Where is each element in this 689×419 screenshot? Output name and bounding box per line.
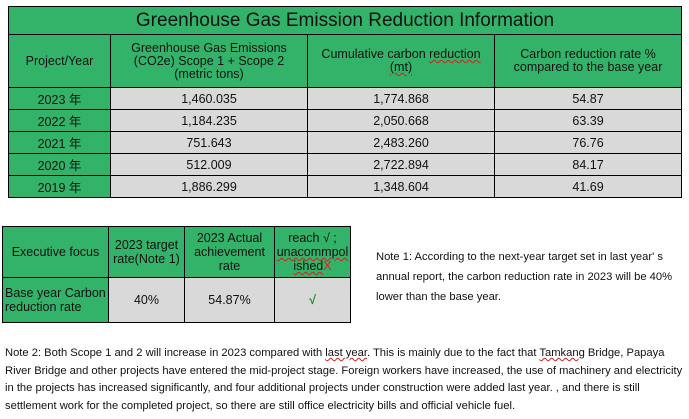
row-emissions: 1,184.235	[110, 109, 308, 132]
note-2: Note 2: Both Scope 1 and 2 will increase…	[5, 345, 685, 415]
row-emissions: 512.009	[110, 153, 308, 176]
reach-line-1: reach √ ;	[288, 231, 337, 245]
reach-line-2: unacommpol	[276, 245, 349, 259]
row-cumulative: 1,774.868	[307, 87, 495, 110]
header-cumulative-reduction: Cumulative carbon reduction (mt)	[307, 34, 495, 88]
exec-header-target: 2023 target rate(Note 1)	[108, 226, 185, 278]
exec-data-row: Base year Carbon reduction rate 40% 54.8…	[2, 277, 351, 323]
note-2-last-year: last year	[325, 347, 367, 359]
note-2-part-3: Bridge, Papaya River Bridge and other pr…	[5, 347, 683, 412]
table-row: 2019 年 1,886.299 1,348.604 41.69	[8, 175, 683, 198]
executive-focus-table: Executive focus 2023 target rate(Note 1)…	[2, 226, 351, 323]
header-cumulative-unit: (mt)	[389, 60, 413, 74]
table-title: Greenhouse Gas Emission Reduction Inform…	[7, 6, 683, 35]
row-cumulative: 2,722.894	[307, 153, 495, 176]
exec-row-label: Base year Carbon reduction rate	[2, 277, 109, 323]
row-emissions: 751.643	[110, 131, 308, 154]
reach-line-3: ished	[293, 259, 324, 273]
table-row: 2020 年 512.009 2,722.894 84.17	[8, 153, 683, 176]
row-year: 2022 年	[8, 109, 111, 132]
exec-row-target: 40%	[108, 277, 185, 323]
note-1: Note 1: According to the next-year targe…	[376, 251, 673, 303]
ghg-emission-table: Greenhouse Gas Emission Reduction Inform…	[7, 6, 683, 198]
table-row: 2021 年 751.643 2,483.260 76.76	[8, 131, 683, 154]
row-year: 2023 年	[8, 87, 111, 110]
note-2-part-1: Note 2: Both Scope 1 and 2 will increase…	[5, 347, 326, 359]
note-2-part-2: . This is mainly due to the fact that	[366, 347, 540, 359]
row-year: 2021 年	[8, 131, 111, 154]
table-row: 2023 年 1,460.035 1,774.868 54.87	[8, 87, 683, 110]
row-rate: 54.87	[493, 87, 683, 110]
header-cumulative-underlined: reduction	[429, 47, 481, 61]
header-reduction-rate: Carbon reduction rate % compared to the …	[493, 34, 683, 88]
row-cumulative: 2,483.260	[307, 131, 495, 154]
row-rate: 41.69	[493, 175, 683, 198]
row-emissions: 1,460.035	[110, 87, 308, 110]
exec-header-actual: 2023 Actual achievement rate	[184, 226, 275, 278]
x-mark-icon: X	[323, 259, 332, 273]
exec-header-reach: reach √ ; unacommpol ishedX	[274, 226, 351, 278]
row-rate: 76.76	[493, 131, 683, 154]
table-header-row: Project/Year Greenhouse Gas Emissions (C…	[8, 34, 683, 88]
exec-row-actual: 54.87%	[184, 277, 275, 323]
header-emissions: Greenhouse Gas Emissions (CO2e) Scope 1 …	[110, 34, 308, 88]
note-2-tamkang: Tamkang	[539, 347, 585, 359]
row-cumulative: 2,050.668	[307, 109, 495, 132]
header-cumulative-text: Cumulative carbon	[321, 47, 430, 61]
row-rate: 63.39	[493, 109, 683, 132]
exec-header-focus: Executive focus	[2, 226, 109, 278]
row-year: 2019 年	[8, 175, 111, 198]
row-cumulative: 1,348.604	[307, 175, 495, 198]
header-project-year: Project/Year	[8, 34, 111, 88]
exec-header-row: Executive focus 2023 target rate(Note 1)…	[2, 226, 351, 278]
check-mark-icon: √	[274, 277, 351, 323]
row-rate: 84.17	[493, 153, 683, 176]
row-emissions: 1,886.299	[110, 175, 308, 198]
row-year: 2020 年	[8, 153, 111, 176]
table-row: 2022 年 1,184.235 2,050.668 63.39	[8, 109, 683, 132]
